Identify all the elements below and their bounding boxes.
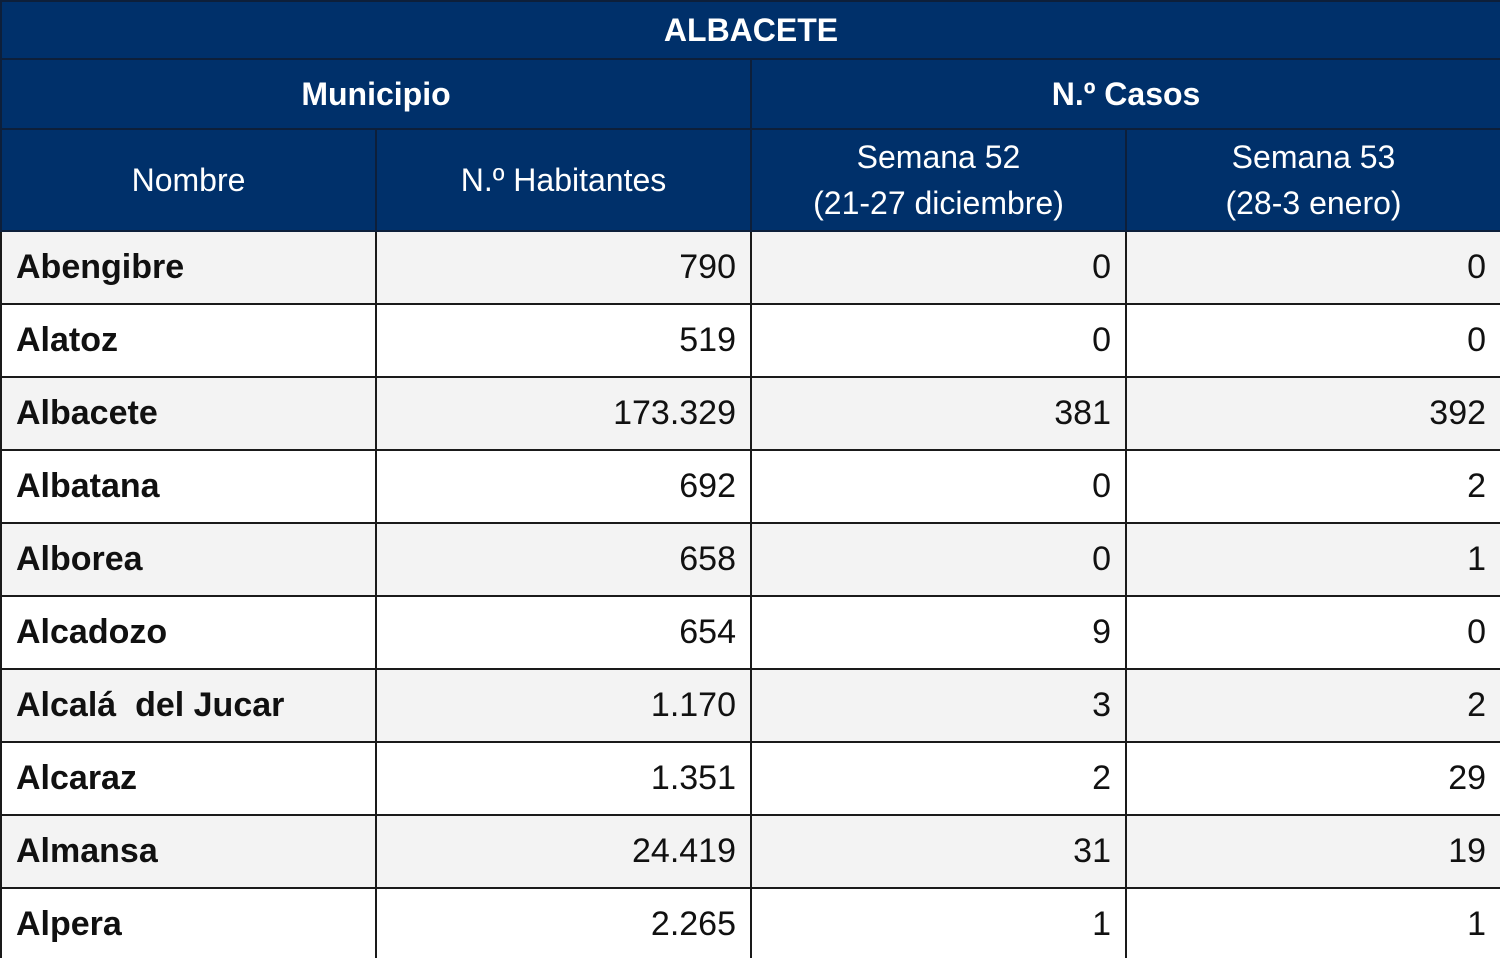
cell-semana-53: 1	[1124, 887, 1500, 958]
cell-semana-53: 2	[1124, 668, 1500, 743]
group-header-municipio: Municipio	[0, 58, 752, 130]
cell-semana-53: 0	[1124, 303, 1500, 378]
table-row: Alcaraz 1.351 2 29	[0, 741, 1500, 816]
table-body: Abengibre 790 0 0 Alatoz 519 0 0 Albacete 173.329…	[0, 230, 1500, 958]
cell-semana-53: 0	[1124, 595, 1500, 670]
cell-semana-52: 1	[750, 887, 1127, 958]
cell-nombre: Abengibre	[0, 230, 377, 305]
cell-nombre: Alcalá del Jucar	[0, 668, 377, 743]
table-row: Alborea 658 0 1	[0, 522, 1500, 597]
column-header-semana-52: Semana 52 (21-27 diciembre)	[750, 128, 1127, 232]
cell-nombre: Alpera	[0, 887, 377, 958]
cell-semana-52: 9	[750, 595, 1127, 670]
cell-semana-53: 392	[1124, 376, 1500, 451]
cell-habitantes: 1.351	[375, 741, 752, 816]
cell-nombre: Alatoz	[0, 303, 377, 378]
cell-habitantes: 24.419	[375, 814, 752, 889]
cell-habitantes: 519	[375, 303, 752, 378]
cell-nombre: Alborea	[0, 522, 377, 597]
cell-semana-53: 2	[1124, 449, 1500, 524]
cell-semana-53: 0	[1124, 230, 1500, 305]
cell-nombre: Alcadozo	[0, 595, 377, 670]
cell-habitantes: 2.265	[375, 887, 752, 958]
cell-nombre: Albacete	[0, 376, 377, 451]
cell-semana-52: 0	[750, 449, 1127, 524]
cell-semana-53: 19	[1124, 814, 1500, 889]
cell-semana-52: 31	[750, 814, 1127, 889]
cell-semana-53: 29	[1124, 741, 1500, 816]
column-header-nombre: Nombre	[0, 128, 377, 232]
cell-semana-52: 3	[750, 668, 1127, 743]
table-title: ALBACETE	[0, 0, 1500, 60]
cell-semana-52: 0	[750, 303, 1127, 378]
cell-habitantes: 658	[375, 522, 752, 597]
column-header-semana-52-line2: (21-27 diciembre)	[813, 185, 1064, 221]
table-row: Almansa 24.419 31 19	[0, 814, 1500, 889]
column-header-semana-52-line1: Semana 52	[856, 139, 1021, 175]
table-row: Albatana 692 0 2	[0, 449, 1500, 524]
cell-habitantes: 692	[375, 449, 752, 524]
column-header-semana-53-line2: (28-3 enero)	[1225, 185, 1402, 221]
cell-habitantes: 1.170	[375, 668, 752, 743]
cell-nombre: Albatana	[0, 449, 377, 524]
table-row: Albacete 173.329 381 392	[0, 376, 1500, 451]
column-header-habitantes: N.º Habitantes	[375, 128, 752, 232]
column-header-semana-53-line1: Semana 53	[1231, 139, 1396, 175]
column-header-semana-53: Semana 53 (28-3 enero)	[1124, 128, 1500, 232]
table-row: Alcadozo 654 9 0	[0, 595, 1500, 670]
cell-nombre: Alcaraz	[0, 741, 377, 816]
cell-semana-53: 1	[1124, 522, 1500, 597]
cell-semana-52: 0	[750, 522, 1127, 597]
table-row: Alatoz 519 0 0	[0, 303, 1500, 378]
cell-habitantes: 790	[375, 230, 752, 305]
group-header-casos: N.º Casos	[749, 58, 1500, 130]
cell-semana-52: 381	[750, 376, 1127, 451]
table-row: Alpera 2.265 1 1	[0, 887, 1500, 958]
table-row: Abengibre 790 0 0	[0, 230, 1500, 305]
cell-habitantes: 173.329	[375, 376, 752, 451]
cell-semana-52: 0	[750, 230, 1127, 305]
table-row: Alcalá del Jucar 1.170 3 2	[0, 668, 1500, 743]
table-header: ALBACETE Municipio N.º Casos Nombre N.º …	[0, 0, 1500, 232]
cell-semana-52: 2	[750, 741, 1127, 816]
cell-habitantes: 654	[375, 595, 752, 670]
cell-nombre: Almansa	[0, 814, 377, 889]
